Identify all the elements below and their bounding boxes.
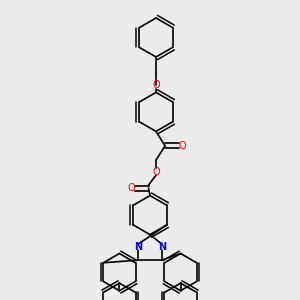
Text: N: N <box>158 242 166 252</box>
Text: O: O <box>152 80 160 90</box>
Text: O: O <box>178 141 186 151</box>
Text: O: O <box>152 167 160 177</box>
Text: N: N <box>134 242 142 252</box>
Text: O: O <box>127 183 135 193</box>
